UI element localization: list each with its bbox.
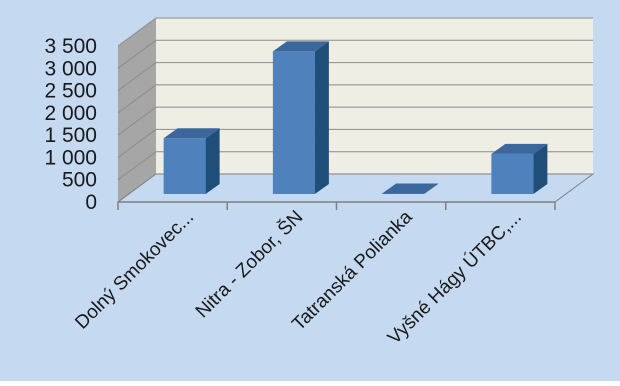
bar — [491, 144, 547, 194]
bar-side — [206, 128, 220, 194]
bar-front — [273, 51, 315, 194]
y-tick-label: 1 000 — [44, 146, 97, 169]
bar-front — [164, 138, 206, 194]
y-tick-label: 2 500 — [44, 80, 97, 103]
y-tick-label: 2 000 — [44, 102, 97, 125]
side-wall — [118, 18, 156, 202]
y-tick-label: 3 500 — [44, 35, 97, 58]
bar-front — [491, 154, 533, 194]
bar-side — [315, 41, 329, 194]
bar — [273, 41, 329, 194]
y-tick-label: 3 000 — [44, 57, 97, 80]
bar — [164, 128, 220, 194]
y-tick-label: 1 500 — [44, 124, 97, 147]
y-tick-label: 0 — [85, 191, 97, 214]
y-tick-label: 500 — [62, 169, 97, 192]
